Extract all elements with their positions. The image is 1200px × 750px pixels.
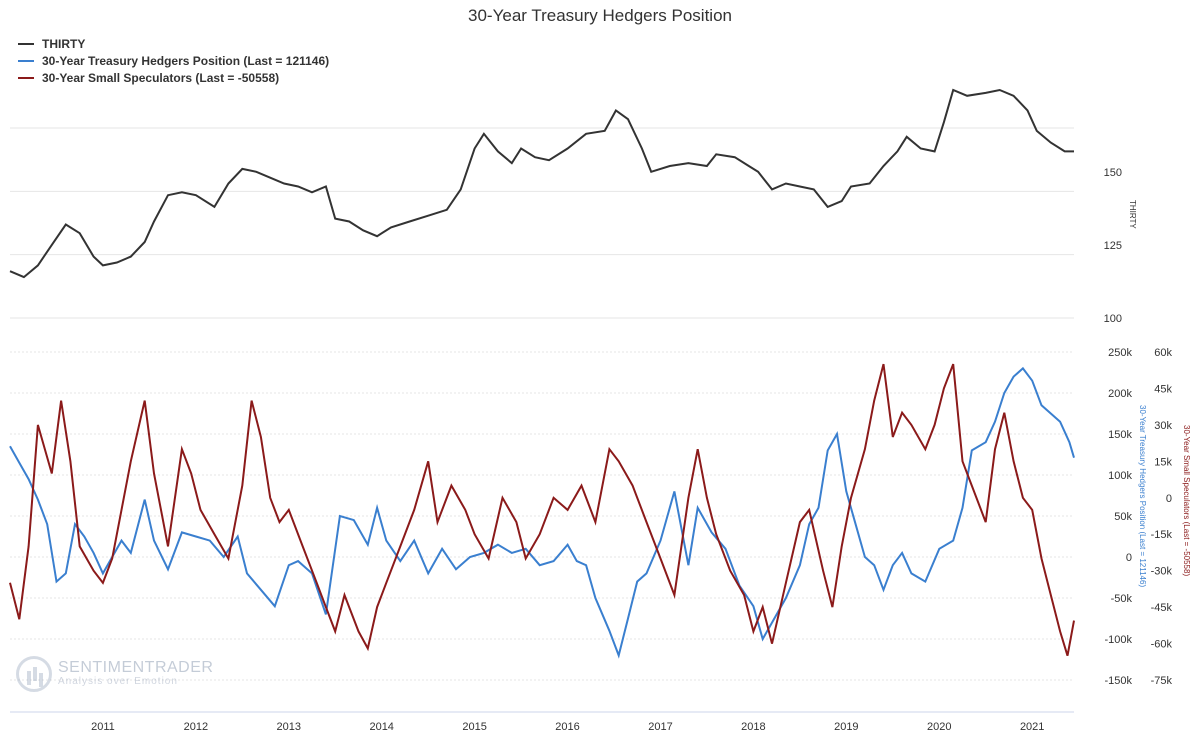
series-line-thirty[interactable]: [9, 88, 1074, 279]
chart-title: 30-Year Treasury Hedgers Position: [468, 6, 732, 25]
price-axis-ticks: 100 125 150: [1104, 167, 1122, 325]
legend-item-speculators[interactable]: 30-Year Small Speculators (Last = -50558…: [18, 69, 329, 86]
x-tick-label: 2013: [277, 721, 301, 733]
speculators-tick-label: 15k: [1154, 456, 1172, 468]
x-tick-label: 2014: [369, 721, 393, 733]
legend-label-thirty: THIRTY: [42, 36, 86, 51]
price-axis-title: THIRTY: [1128, 200, 1137, 229]
speculators-tick-label: -30k: [1151, 566, 1173, 578]
price-tick-label: 150: [1104, 167, 1122, 179]
speculators-tick-label: 30k: [1154, 420, 1172, 432]
legend-swatch-hedgers: [18, 59, 34, 62]
watermark-brand: SENTIMENTRADER: [58, 659, 214, 676]
x-tick-label: 2011: [91, 721, 115, 733]
legend-swatch-thirty: [18, 42, 34, 45]
hedgers-tick-label: -50k: [1111, 593, 1133, 605]
speculators-tick-label: -45k: [1151, 602, 1173, 614]
top-panel-gridlines: [10, 127, 1074, 319]
speculators-tick-label: -15k: [1151, 529, 1173, 541]
legend-item-hedgers[interactable]: 30-Year Treasury Hedgers Position (Last …: [18, 52, 329, 69]
hedgers-tick-label: -150k: [1104, 675, 1132, 687]
legend-item-thirty[interactable]: THIRTY: [18, 35, 329, 52]
speculators-tick-label: 45k: [1154, 383, 1172, 395]
x-tick-label: 2017: [648, 721, 672, 733]
speculators-tick-label: 0: [1166, 493, 1172, 505]
hedgers-axis-title: 30-Year Treasury Hedgers Position (Last …: [1138, 405, 1147, 587]
series-line-speculators[interactable]: [9, 363, 1075, 656]
legend-swatch-speculators: [18, 76, 34, 79]
x-tick-label: 2019: [834, 721, 858, 733]
x-tick-label: 2021: [1020, 721, 1044, 733]
legend-label-speculators: 30-Year Small Speculators (Last = -50558…: [42, 70, 280, 85]
speculators-tick-label: -60k: [1151, 639, 1173, 651]
hedgers-tick-label: 250k: [1108, 347, 1132, 359]
bottom-panel-gridlines: [10, 351, 1074, 681]
sentimentrader-logo-icon: [16, 656, 52, 692]
series-line-hedgers[interactable]: [9, 366, 1075, 659]
x-axis-ticks: 2011 2012 2013 2014 2015 2016 2017 2018 2019 2020…: [91, 721, 1044, 733]
x-tick-label: 2015: [462, 721, 486, 733]
hedgers-tick-label: 100k: [1108, 470, 1132, 482]
watermark-tagline: Analysis over Emotion: [58, 676, 178, 687]
speculators-tick-label: -75k: [1151, 675, 1173, 687]
price-tick-label: 100: [1104, 313, 1122, 325]
hedgers-tick-label: 150k: [1108, 429, 1132, 441]
hedgers-tick-label: 50k: [1114, 511, 1132, 523]
x-tick-label: 2020: [927, 721, 951, 733]
speculators-axis-ticks: -75k -60k -45k -30k -15k 0 15k 30k 45k 60k: [1151, 347, 1173, 687]
legend-label-hedgers: 30-Year Treasury Hedgers Position (Last …: [42, 53, 330, 68]
speculators-axis-title: 30-Year Small Speculators (Last = -50558…: [1182, 425, 1191, 576]
hedgers-tick-label: 200k: [1108, 388, 1132, 400]
watermark: SENTIMENTRADER Analysis over Emotion: [16, 656, 213, 692]
x-tick-label: 2012: [184, 721, 208, 733]
x-tick-label: 2018: [741, 721, 765, 733]
price-tick-label: 125: [1104, 240, 1122, 252]
legend: THIRTY 30-Year Treasury Hedgers Position…: [18, 35, 329, 86]
hedgers-axis-ticks: -150k -100k -50k 0 50k 100k 150k 200k 250k: [1104, 347, 1132, 687]
hedgers-tick-label: 0: [1126, 552, 1132, 564]
hedgers-tick-label: -100k: [1104, 634, 1132, 646]
speculators-tick-label: 60k: [1154, 347, 1172, 359]
x-tick-label: 2016: [555, 721, 579, 733]
